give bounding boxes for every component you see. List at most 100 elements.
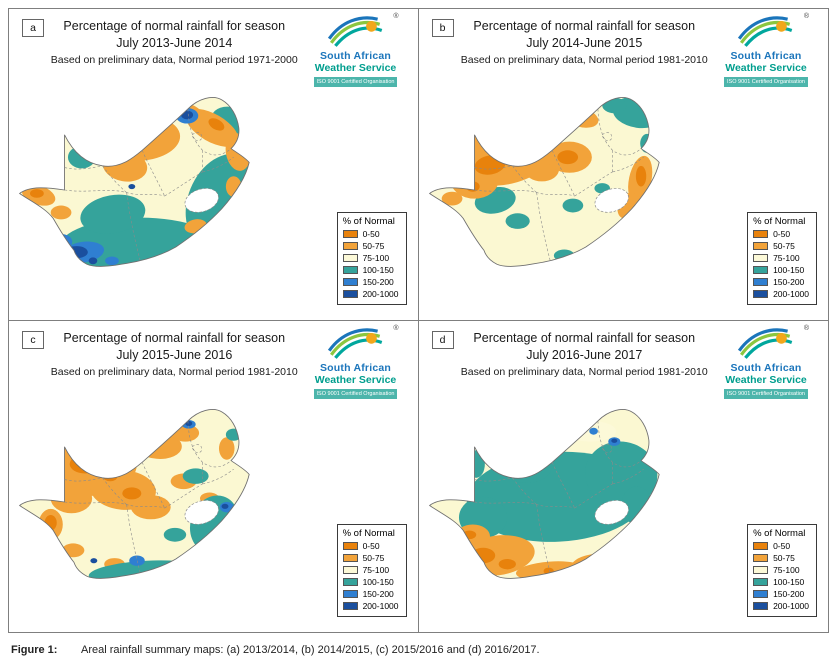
panel-letter: c: [30, 334, 36, 346]
map-title-line2: July 2014-June 2015: [526, 35, 643, 50]
panel-label-d: d: [431, 331, 454, 349]
saws-name-line1: South African: [319, 362, 392, 374]
panel-b: b Percentage of normal rainfall for seas…: [418, 9, 828, 321]
legend-swatch: [342, 554, 358, 562]
legend-entry: 150-200: [342, 589, 399, 599]
legend-entry: 100-150: [342, 577, 399, 587]
legend-swatch: [753, 566, 769, 574]
panel-a: a Percentage of normal rainfall for seas…: [9, 9, 419, 321]
legend-swatch: [342, 566, 358, 574]
legend-entry: 200-1000: [753, 289, 809, 299]
registered-mark: ®: [393, 13, 399, 20]
saws-logo-icon: ®: [709, 13, 823, 50]
map-subtitle: Based on preliminary data, Normal period…: [460, 366, 708, 378]
legend: % of Normal 0-50 50-75 75-100 100-150 150-20…: [747, 524, 817, 617]
legend-swatch: [753, 266, 769, 274]
legend-swatch: [753, 542, 769, 550]
legend-entry-label: 50-75: [362, 241, 385, 251]
legend-entry: 50-75: [342, 553, 399, 563]
legend-swatch: [342, 578, 358, 586]
legend-entry: 0-50: [342, 229, 399, 239]
legend-entry-label: 200-1000: [362, 289, 399, 299]
legend-entry: 150-200: [753, 277, 809, 287]
legend-entry-label: 75-100: [773, 565, 800, 575]
legend-swatch: [342, 278, 358, 286]
saws-logo-icon: ®: [299, 325, 413, 362]
legend-swatch: [342, 542, 358, 550]
saws-logo-icon: ®: [709, 325, 823, 362]
registered-mark: ®: [803, 325, 809, 332]
legend-entry-label: 200-1000: [362, 601, 399, 611]
saws-logo-icon: ®: [299, 13, 413, 50]
map-title-line1: Percentage of normal rainfall for season: [473, 331, 696, 345]
figure-caption-label: Figure 1:: [11, 644, 58, 656]
legend-entry: 200-1000: [753, 601, 809, 611]
legend-entry-label: 150-200: [362, 589, 394, 599]
legend-entries: 0-50 50-75 75-100 100-150 150-200 200-1000: [753, 229, 809, 299]
legend-entry-label: 100-150: [362, 577, 394, 587]
map-title-line1: Percentage of normal rainfall for season: [63, 331, 286, 345]
legend-entry: 75-100: [342, 565, 399, 575]
legend-swatch: [342, 290, 358, 298]
panel-letter: a: [30, 22, 36, 34]
saws-name-line2: Weather Service: [725, 62, 807, 74]
legend-entry-label: 150-200: [773, 277, 805, 287]
panel-d: d Percentage of normal rainfall for seas…: [418, 321, 829, 632]
legend-entry: 150-200: [342, 277, 399, 287]
legend-entry-label: 75-100: [362, 253, 390, 263]
figure-panels-grid: a Percentage of normal rainfall for seas…: [8, 8, 829, 633]
legend-entry: 0-50: [753, 229, 809, 239]
saws-name-line1: South African: [730, 362, 802, 374]
legend-swatch: [753, 278, 769, 286]
saws-name-line1: South African: [319, 50, 392, 62]
legend-entry: 150-200: [753, 589, 809, 599]
iso-badge: ISO 9001 Certified Organisation: [724, 389, 808, 400]
iso-badge: ISO 9001 Certified Organisation: [313, 77, 398, 88]
map-subtitle: Based on preliminary data, Normal period…: [50, 366, 298, 378]
legend-entries: 0-50 50-75 75-100 100-150 150-200 200-1000: [753, 541, 809, 611]
legend-swatch: [342, 590, 358, 598]
panel-titles: Percentage of normal rainfall for season…: [9, 321, 418, 378]
map-title-line1: Percentage of normal rainfall for season: [63, 19, 286, 33]
legend-entry: 50-75: [753, 241, 809, 251]
iso-badge: ISO 9001 Certified Organisation: [724, 77, 808, 88]
legend-entry: 75-100: [753, 253, 809, 263]
legend-entry: 50-75: [342, 241, 399, 251]
legend-entry-label: 50-75: [773, 553, 795, 563]
legend-entry-label: 75-100: [362, 565, 390, 575]
saws-logo: ® South African Weather Service ISO 9001…: [709, 13, 823, 88]
legend: % of Normal 0-50 50-75 75-100 100-150 150-20…: [336, 212, 407, 305]
map-title-line1: Percentage of normal rainfall for season: [473, 19, 696, 33]
registered-mark: ®: [803, 13, 809, 20]
legend-swatch: [753, 254, 769, 262]
legend-entry: 0-50: [753, 541, 809, 551]
legend-swatch: [342, 242, 358, 250]
saws-logo: ® South African Weather Service ISO 9001…: [709, 325, 823, 400]
saws-logo: ® South African Weather Service ISO 9001…: [299, 325, 413, 400]
legend-entry-label: 100-150: [773, 577, 805, 587]
legend-entry-label: 200-1000: [773, 601, 809, 611]
figure-caption-text: Areal rainfall summary maps: (a) 2013/20…: [81, 644, 540, 656]
legend-entry-label: 100-150: [362, 265, 394, 275]
legend-swatch: [753, 230, 769, 238]
saws-name-line2: Weather Service: [314, 374, 397, 386]
legend-title: % of Normal: [753, 216, 806, 227]
iso-badge: ISO 9001 Certified Organisation: [313, 389, 398, 400]
map-south-africa-a: [19, 97, 250, 267]
saws-name-line2: Weather Service: [725, 374, 807, 386]
legend-entry-label: 50-75: [773, 241, 795, 251]
legend-swatch: [753, 590, 769, 598]
map-south-africa-d: [428, 409, 660, 579]
legend-entry: 50-75: [753, 553, 809, 563]
figure-caption: Figure 1: Areal rainfall summary maps: (…: [8, 633, 829, 656]
panel-titles: Percentage of normal rainfall for season…: [419, 321, 829, 378]
map-title-line2: July 2013-June 2014: [116, 35, 233, 50]
legend-entry: 100-150: [753, 265, 809, 275]
map-title-line2: July 2016-June 2017: [526, 347, 643, 362]
legend-swatch: [342, 230, 358, 238]
legend-title: % of Normal: [342, 216, 395, 227]
legend-swatch: [342, 602, 358, 610]
panel-c: c Percentage of normal rainfall for seas…: [9, 321, 419, 632]
legend-entry-label: 50-75: [362, 553, 385, 563]
legend-entry-label: 0-50: [773, 541, 791, 551]
